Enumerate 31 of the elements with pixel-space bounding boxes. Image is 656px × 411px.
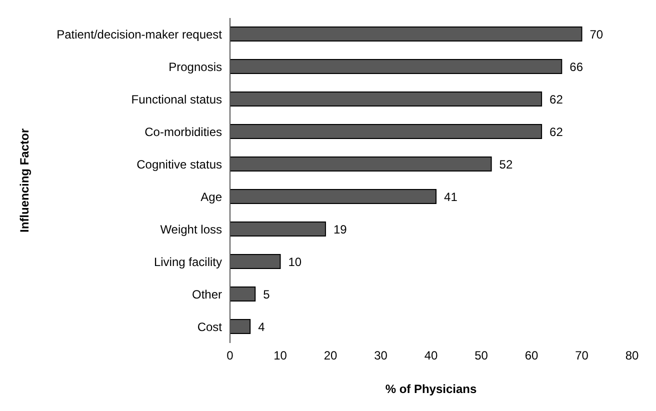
x-tick-label: 40 <box>424 348 438 363</box>
x-tick-label: 10 <box>274 348 288 363</box>
data-label: 62 <box>550 92 564 106</box>
x-tick-label: 0 <box>226 348 234 363</box>
data-label: 4 <box>258 320 266 334</box>
y-tick-label: Co-morbidities <box>144 125 222 140</box>
y-tick-label: Living facility <box>154 255 222 270</box>
y-tick-label: Cost <box>197 320 223 334</box>
y-axis-title: Influencing Factor <box>17 128 32 233</box>
x-tick-label: 20 <box>324 348 338 363</box>
data-label: 10 <box>288 254 302 269</box>
x-tick-label: 30 <box>374 348 388 363</box>
data-label: 41 <box>444 190 458 204</box>
y-tick-label: Cognitive status <box>136 158 222 172</box>
y-tick-label: Age <box>200 190 222 204</box>
y-tick-label: Other <box>192 288 222 302</box>
y-tick-label: Functional status <box>131 92 222 107</box>
y-tick-label: Patient/decision-maker request <box>56 28 223 42</box>
x-tick-label: 60 <box>524 348 538 363</box>
data-label: 19 <box>333 222 348 236</box>
x-axis-title: % of Physicians <box>385 382 478 396</box>
x-tick-label: 80 <box>625 348 639 363</box>
y-tick-label: Weight loss <box>160 222 222 237</box>
data-label: 70 <box>590 27 604 42</box>
data-label: 5 <box>263 287 270 302</box>
y-tick-label: Prognosis <box>168 60 222 74</box>
x-tick-label: 70 <box>575 348 589 363</box>
data-label: 62 <box>550 124 564 139</box>
data-label: 66 <box>570 60 584 74</box>
x-tick-label: 50 <box>474 348 488 363</box>
data-label: 52 <box>499 157 513 172</box>
